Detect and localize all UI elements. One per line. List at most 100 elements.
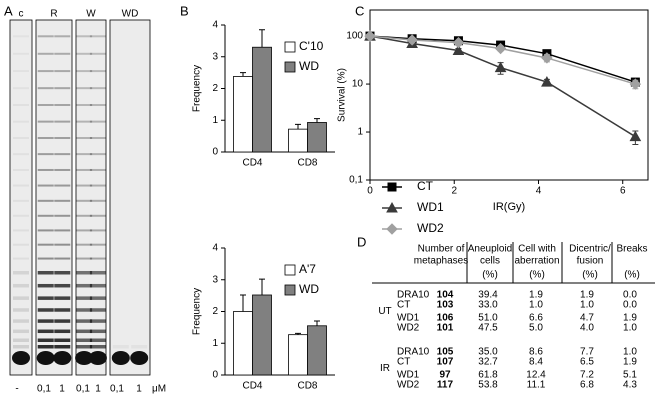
column-unit: (%) — [529, 270, 545, 281]
gel-band — [37, 319, 54, 323]
gel-band — [54, 153, 71, 156]
gel-band — [13, 338, 29, 342]
panel-label: A — [4, 3, 13, 18]
gel-band — [89, 52, 106, 55]
gel-band — [89, 137, 106, 139]
gel-band — [37, 137, 54, 139]
column-header: Breaks — [616, 244, 647, 255]
gel-band — [76, 338, 93, 342]
error-bar — [240, 294, 246, 312]
gel-band — [13, 199, 29, 202]
error-bar — [314, 118, 320, 123]
gel-band — [37, 308, 54, 312]
lane-label: R — [50, 9, 57, 20]
table-cell: 32.7 — [478, 357, 498, 368]
series-line — [369, 35, 636, 85]
gel-band — [37, 87, 54, 90]
gel-band — [76, 319, 93, 323]
x-tick-label: CD8 — [297, 381, 317, 392]
gel-lane — [9, 19, 33, 376]
table-cell: 106 — [437, 313, 454, 324]
marker — [387, 182, 397, 192]
table-cell: 101 — [437, 323, 454, 334]
gel-band — [13, 104, 29, 107]
marker — [541, 52, 553, 64]
gel-band — [37, 199, 54, 202]
gel-band — [13, 296, 29, 300]
gel-band — [54, 338, 71, 342]
series-line — [369, 35, 636, 83]
concentration-label: 0,1 — [110, 384, 124, 395]
lane-label: c — [19, 9, 24, 20]
gel-band — [37, 168, 54, 171]
marker — [452, 36, 465, 49]
gel-band — [54, 120, 71, 123]
gel-band — [13, 214, 29, 217]
gel-band — [89, 168, 106, 171]
gel-band — [89, 296, 106, 300]
gel-band — [37, 52, 54, 55]
gel-band — [37, 338, 54, 342]
y-tick-label: 10 — [352, 79, 364, 90]
table-cell: WD2 — [397, 323, 420, 334]
marker — [494, 42, 507, 55]
error-bar — [295, 123, 301, 130]
bar — [288, 128, 308, 153]
table-cell: 1.9 — [529, 290, 543, 301]
table-cell: 5.1 — [623, 370, 637, 381]
table-cell: 8.6 — [529, 347, 543, 358]
marker — [452, 44, 465, 56]
gel-band — [54, 243, 71, 246]
unit-label: μM — [152, 384, 166, 395]
gel-band — [76, 120, 93, 123]
legend-swatch — [284, 61, 296, 73]
table-cell: DRA10 — [397, 290, 430, 301]
gel-band — [76, 70, 93, 73]
x-axis-label: IR(Gy) — [493, 201, 525, 213]
gel-band — [13, 70, 29, 73]
table-cell: 105 — [437, 347, 454, 358]
concentration-label: - — [15, 384, 18, 395]
gel-band — [76, 296, 93, 300]
gel-band — [13, 243, 29, 246]
y-axis-label: Frequency — [192, 288, 203, 335]
gel-band — [37, 329, 54, 334]
gel-band — [13, 229, 29, 232]
column-header: fusion — [577, 256, 604, 267]
y-axis-label: Frequency — [192, 65, 203, 112]
group-label: IR — [380, 363, 390, 374]
column-header: cells — [480, 256, 500, 267]
column-header: Cell with — [518, 244, 556, 255]
gel-band — [54, 283, 71, 288]
table-cell: 0.0 — [623, 300, 637, 311]
y-tick-label: 1 — [212, 338, 218, 349]
table-cell: 0.0 — [623, 290, 637, 301]
gel-band — [89, 308, 106, 312]
gel-band — [76, 283, 93, 288]
legend-label: WD — [299, 59, 319, 73]
legend-label: C'10 — [299, 39, 324, 53]
bar — [252, 46, 272, 153]
gel-band — [54, 168, 71, 171]
table-cell: 39.4 — [478, 290, 498, 301]
table-cell: 12.4 — [526, 370, 546, 381]
gel-band — [89, 35, 106, 38]
gel-band — [54, 52, 71, 55]
gel-band — [89, 257, 106, 260]
gel-band — [76, 137, 93, 139]
gel-band — [76, 329, 93, 334]
gel-band — [13, 319, 29, 323]
column-header: Aneuploid — [468, 244, 512, 255]
gel-band — [54, 319, 71, 323]
gel-band — [54, 296, 71, 300]
table-cell: 6.8 — [580, 380, 594, 391]
legend-swatch — [284, 41, 296, 53]
gel-band — [13, 345, 29, 349]
table-cell: 1.9 — [623, 357, 637, 368]
x-tick-label: 6 — [620, 186, 626, 197]
legend-label: A'7 — [299, 262, 316, 276]
bar — [288, 334, 308, 376]
gel-band — [76, 184, 93, 187]
y-tick-label: 1 — [357, 127, 363, 138]
